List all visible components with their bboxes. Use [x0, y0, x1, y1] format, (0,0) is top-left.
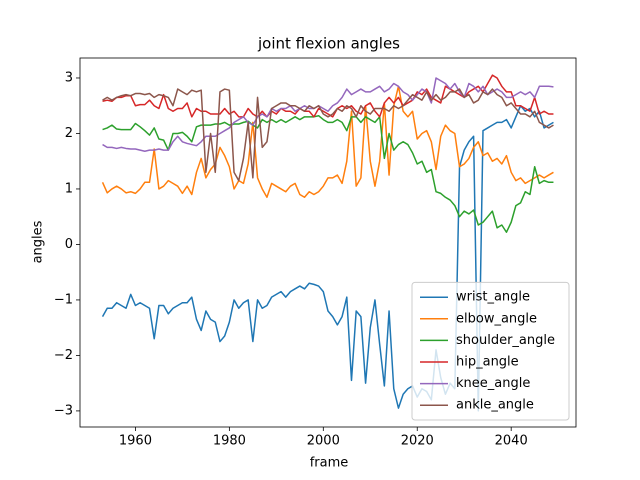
legend-label: wrist_angle — [456, 290, 530, 305]
legend-label: elbow_angle — [456, 311, 537, 326]
y-tick-label: 1 — [65, 181, 73, 196]
legend-label: shoulder_angle — [456, 333, 555, 348]
y-tick-label: 0 — [65, 237, 73, 252]
series-line — [102, 88, 554, 182]
x-tick-label: 2020 — [401, 434, 434, 449]
y-tick-label: −3 — [54, 403, 73, 418]
x-axis-label: frame — [310, 456, 349, 471]
legend-label: knee_angle — [456, 376, 530, 391]
legend-label: hip_angle — [456, 355, 519, 370]
legend-label: ankle_angle — [456, 398, 534, 413]
chart-title: joint flexion angles — [257, 35, 400, 53]
y-tick-label: 3 — [65, 70, 73, 85]
series-line — [102, 74, 554, 118]
y-tick-label: −1 — [54, 292, 73, 307]
x-tick-label: 1960 — [119, 434, 152, 449]
series-line — [101, 85, 554, 199]
y-tick-label: −2 — [54, 348, 73, 363]
y-tick-label: 2 — [65, 126, 73, 141]
y-axis-label: angles — [31, 220, 46, 263]
series-line — [102, 114, 554, 233]
plot-frame — [79, 57, 577, 428]
x-tick-label: 1980 — [213, 434, 246, 449]
series-line — [102, 77, 554, 152]
x-tick-label: 2040 — [495, 434, 528, 449]
legend-box — [411, 281, 570, 421]
x-tick-label: 2000 — [307, 434, 340, 449]
